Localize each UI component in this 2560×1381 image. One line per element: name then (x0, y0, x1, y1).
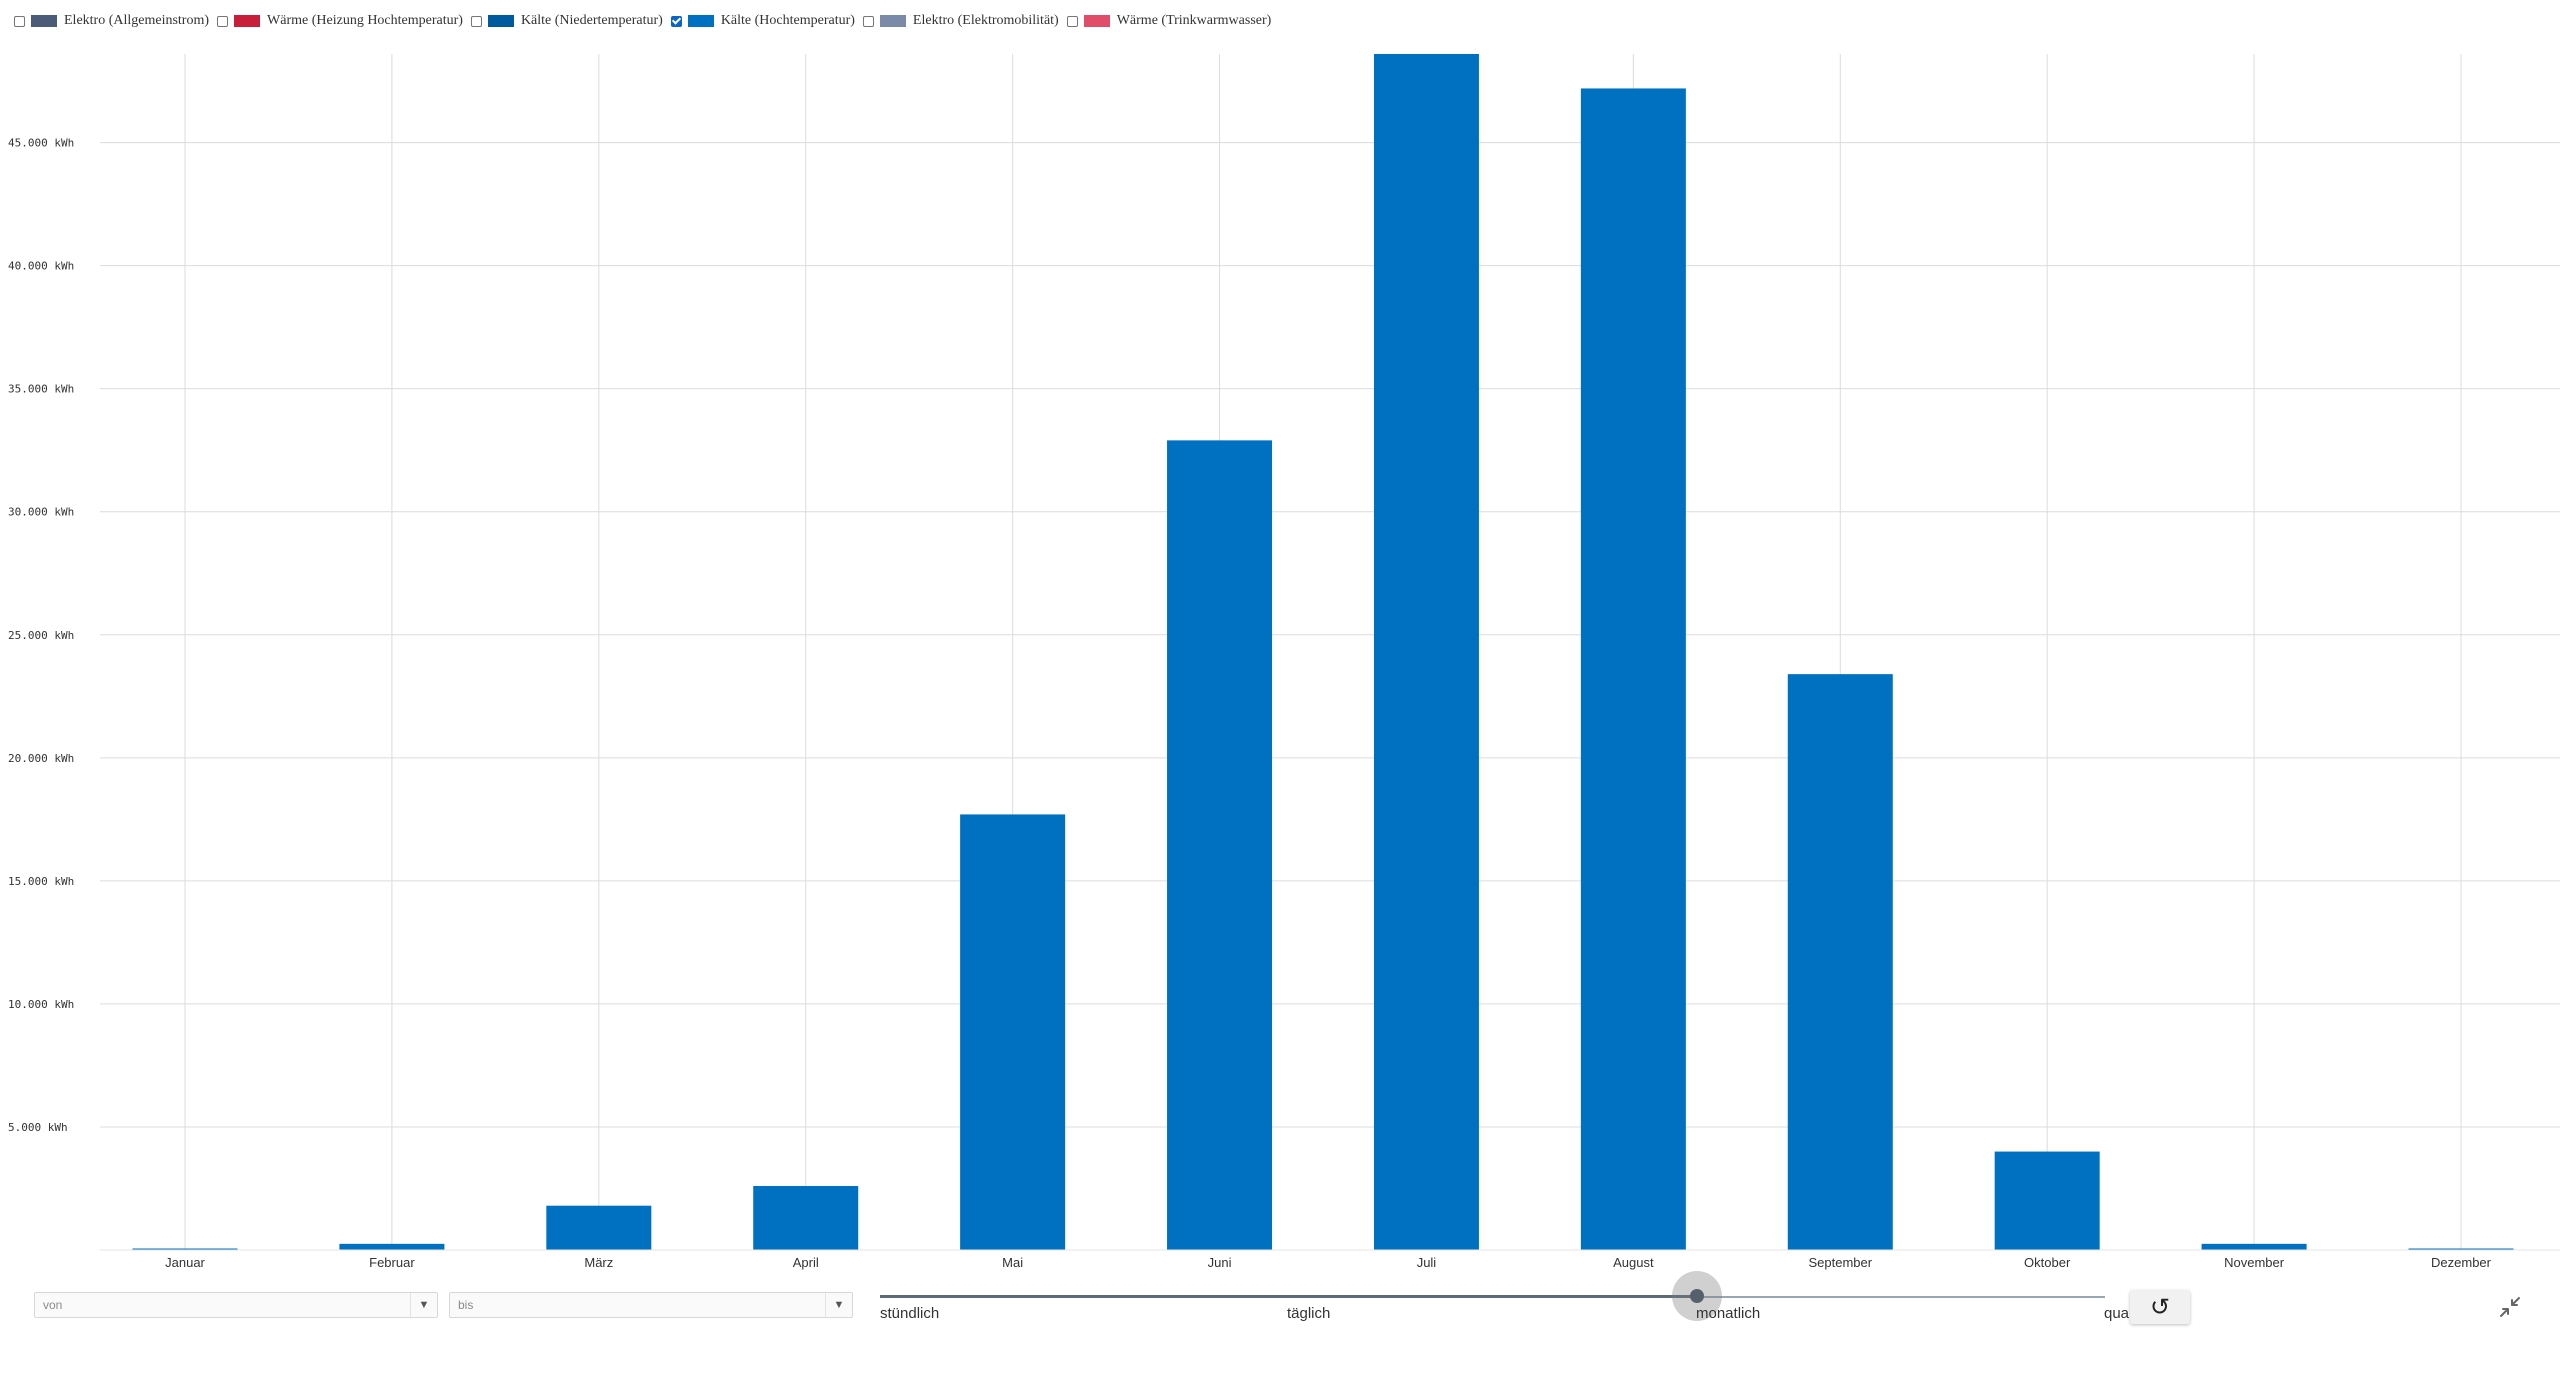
from-select[interactable]: von ▼ (34, 1292, 438, 1318)
bar[interactable] (753, 1186, 859, 1250)
resolution-slider-thumb[interactable] (1690, 1289, 1704, 1303)
x-tick-label: Mai (1002, 1255, 1023, 1270)
legend-swatch (487, 15, 514, 27)
legend-label: Elektro (Elektromobilität) (912, 13, 1059, 28)
resolution-slider-fill (880, 1295, 1698, 1298)
legend-item[interactable]: Wärme (Heizung Hochtemperatur) (217, 13, 463, 29)
chart-grid (100, 54, 2560, 1250)
y-tick-label: 45.000 kWh (8, 137, 74, 150)
legend-label: Kälte (Hochtemperatur) (720, 13, 855, 28)
resolution-label-hourly[interactable]: stündlich (880, 1305, 940, 1322)
bar[interactable] (960, 814, 1066, 1250)
legend-checkbox[interactable] (470, 15, 482, 27)
legend-item[interactable]: Wärme (Trinkwarmwasser) (1066, 13, 1272, 29)
to-select-placeholder: bis (458, 1298, 474, 1312)
bar[interactable] (132, 1248, 238, 1251)
y-tick-label: 5.000 kWh (8, 1121, 68, 1134)
legend-checkbox[interactable] (217, 15, 229, 27)
chevron-down-icon[interactable]: ▼ (825, 1293, 852, 1317)
legend-label: Elektro (Allgemeinstrom) (64, 13, 210, 28)
y-tick-label: 40.000 kWh (8, 260, 74, 273)
x-tick-label: November (2224, 1255, 2285, 1270)
x-tick-label: März (584, 1255, 613, 1270)
x-tick-label: Januar (165, 1255, 205, 1270)
legend-item[interactable]: Kälte (Hochtemperatur) (670, 13, 855, 29)
from-select-placeholder: von (43, 1298, 63, 1312)
bar[interactable] (1580, 88, 1686, 1251)
to-select[interactable]: bis ▼ (449, 1292, 853, 1318)
y-tick-label: 35.000 kWh (8, 383, 74, 396)
legend-swatch (31, 15, 57, 27)
y-tick-label: 15.000 kWh (8, 875, 74, 888)
legend-swatch (234, 15, 261, 27)
y-tick-label: 30.000 kWh (8, 506, 74, 519)
legend-checkbox[interactable] (1066, 15, 1078, 27)
bar[interactable] (546, 1205, 652, 1250)
y-axis: 5.000 kWh 10.000 kWh 15.000 kWh 20.000 kWh 2… (8, 137, 74, 1134)
resolution-label-quarterly[interactable]: quar (2104, 1305, 2135, 1322)
bar[interactable] (2408, 1248, 2514, 1251)
legend-item[interactable]: Elektro (Allgemeinstrom) (14, 13, 209, 29)
legend-label: Wärme (Trinkwarmwasser) (1116, 13, 1272, 28)
bar[interactable] (1373, 54, 1479, 1250)
y-tick-label: 20.000 kWh (8, 752, 74, 765)
collapse-icon[interactable] (2497, 1294, 2523, 1320)
resolution-label-monthly[interactable]: monatlich (1696, 1305, 1761, 1322)
x-tick-label: Februar (369, 1255, 415, 1270)
y-tick-label: 25.000 kWh (8, 629, 74, 642)
x-tick-label: Juli (1417, 1255, 1437, 1270)
reset-icon: ↺ (2149, 1293, 2171, 1321)
legend-label: Wärme (Heizung Hochtemperatur) (267, 13, 463, 28)
bar[interactable] (1167, 440, 1273, 1250)
x-tick-label: Oktober (2024, 1255, 2071, 1270)
legend-swatch (687, 15, 714, 27)
legend-checkbox[interactable] (14, 15, 25, 27)
bar[interactable] (1787, 674, 1893, 1250)
legend-checkbox[interactable] (670, 15, 682, 27)
x-tick-label: Juni (1208, 1255, 1232, 1270)
x-tick-label: April (793, 1255, 819, 1270)
legend-checkbox[interactable] (862, 15, 874, 27)
reset-button[interactable]: ↺ (2130, 1290, 2190, 1324)
chart-bars (132, 54, 2514, 1251)
x-tick-label: Dezember (2431, 1255, 2492, 1270)
legend-swatch (879, 15, 906, 27)
bar-chart: 5.000 kWh 10.000 kWh 15.000 kWh 20.000 kWh 2… (8, 54, 2560, 1270)
x-tick-label: September (1808, 1255, 1872, 1270)
legend-label: Kälte (Niedertemperatur) (520, 13, 663, 28)
bar[interactable] (339, 1243, 445, 1250)
legend-item[interactable]: Kälte (Niedertemperatur) (470, 13, 663, 29)
legend-swatch (1083, 15, 1110, 27)
chevron-down-icon[interactable]: ▼ (410, 1293, 437, 1317)
chart-legend: Elektro (Allgemeinstrom) Wärme (Heizung H… (14, 10, 1279, 32)
legend-item[interactable]: Elektro (Elektromobilität) (862, 13, 1059, 29)
bar[interactable] (1994, 1151, 2100, 1250)
x-tick-label: August (1613, 1255, 1654, 1270)
bar[interactable] (2201, 1243, 2307, 1250)
resolution-label-daily[interactable]: täglich (1287, 1305, 1331, 1322)
y-tick-label: 10.000 kWh (8, 998, 74, 1011)
x-axis: Januar Februar März April Mai Juni Juli August S… (100, 1249, 2560, 1270)
